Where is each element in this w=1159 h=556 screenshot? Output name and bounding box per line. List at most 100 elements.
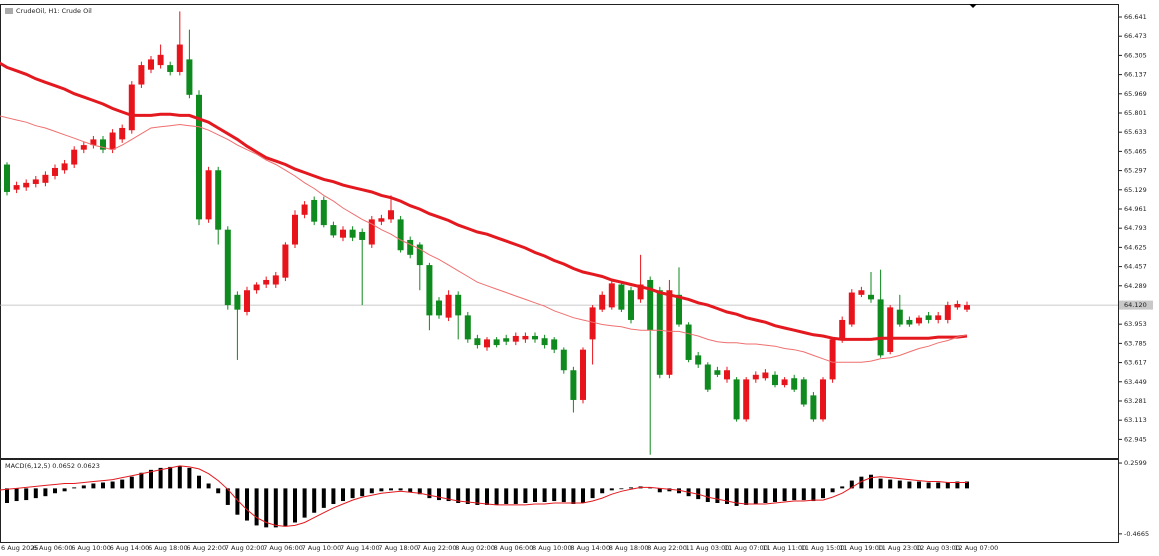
macd-bar xyxy=(456,488,461,503)
macd-bar xyxy=(43,488,48,497)
macd-bar xyxy=(465,488,470,504)
macd-bar xyxy=(725,488,729,504)
macd-bar xyxy=(609,488,614,491)
macd-bar xyxy=(840,486,845,489)
macd-bar xyxy=(792,488,797,501)
macd-bar xyxy=(705,488,710,503)
price-panel xyxy=(0,4,1119,459)
candle-body xyxy=(464,315,471,340)
macd-bar xyxy=(235,488,240,515)
x-tick-label: 6 Aug 14:00 xyxy=(110,544,150,552)
macd-bar xyxy=(360,488,365,497)
x-tick-label: 6 Aug 22:00 xyxy=(186,544,226,552)
y-tick-label: 66.137 xyxy=(1124,71,1147,79)
macd-bar xyxy=(523,488,528,503)
x-tick-label: 8 Aug 14:00 xyxy=(570,544,610,552)
y-tick-label: 64.625 xyxy=(1124,243,1147,251)
macd-bar xyxy=(408,488,413,493)
candle-body xyxy=(954,303,961,308)
symbol-icon xyxy=(5,8,13,14)
signal-line xyxy=(0,465,967,527)
candle-body xyxy=(292,214,298,245)
candle-body xyxy=(80,145,87,150)
macd-bar xyxy=(129,476,134,489)
y-tick-label: 65.801 xyxy=(1124,109,1147,117)
candle-body xyxy=(52,167,58,176)
candle-body xyxy=(388,210,394,220)
y-tick-label: 64.793 xyxy=(1124,224,1147,232)
candle-body xyxy=(224,229,231,306)
candle-body xyxy=(320,199,327,226)
macd-bar xyxy=(283,488,288,527)
candle-body xyxy=(253,284,260,291)
y-tick-label: 65.129 xyxy=(1124,186,1147,194)
candle-body xyxy=(896,309,903,325)
candle-body xyxy=(964,305,970,310)
macd-bar xyxy=(206,483,211,489)
candle-body xyxy=(263,279,270,285)
macd-bar xyxy=(533,488,537,503)
macd-bar xyxy=(216,488,221,494)
candle-body xyxy=(512,335,519,342)
candle-body xyxy=(493,339,500,346)
macd-bar xyxy=(907,481,912,489)
y-tick-label: 63.785 xyxy=(1124,339,1147,347)
candle-body xyxy=(925,315,932,320)
candle-body xyxy=(349,229,356,238)
macd-bar xyxy=(734,488,739,506)
macd-bar xyxy=(350,488,355,499)
macd-bar xyxy=(590,488,595,499)
candle-body xyxy=(436,300,442,316)
macd-bar xyxy=(139,472,144,489)
macd-bar xyxy=(629,487,633,489)
candle-body xyxy=(234,294,241,310)
macd-bar xyxy=(542,488,547,503)
candle-body xyxy=(877,299,884,356)
candle-body xyxy=(90,139,97,146)
macd-bar xyxy=(177,465,182,489)
macd-bar xyxy=(600,488,605,494)
macd-bar xyxy=(427,488,432,499)
candle-body xyxy=(608,283,615,308)
x-tick-label: 8 Aug 02:00 xyxy=(455,544,495,552)
candle-body xyxy=(186,59,193,95)
macd-bar xyxy=(273,488,278,528)
y-tick-label: 65.969 xyxy=(1124,90,1147,98)
x-tick-label: 11 Aug 15:00 xyxy=(801,544,845,552)
candle-body xyxy=(762,372,769,379)
candle-body xyxy=(157,54,164,66)
macd-bar xyxy=(504,488,509,504)
macd-bar xyxy=(475,488,480,505)
macd-bar xyxy=(849,480,854,489)
candle-body xyxy=(647,279,654,331)
macd-bar xyxy=(667,488,672,492)
macd-bar xyxy=(62,488,67,492)
macd-bar xyxy=(715,488,720,503)
candle-body xyxy=(215,170,222,230)
candle-body xyxy=(176,44,183,72)
candle-body xyxy=(781,379,788,386)
candle-body xyxy=(13,185,20,190)
candle-body xyxy=(724,370,730,380)
candle-body xyxy=(368,219,375,245)
candle-body xyxy=(196,94,202,220)
y-tick-label: 63.449 xyxy=(1124,378,1147,386)
candle-body xyxy=(378,218,385,222)
macd-bar xyxy=(187,467,192,489)
moving-average xyxy=(0,115,968,363)
candle-body xyxy=(618,284,625,310)
candle-body xyxy=(42,174,49,183)
current-price-label: 64.120 xyxy=(1124,301,1147,309)
candle-body xyxy=(119,127,126,140)
x-tick-label: 6 Aug 18:00 xyxy=(148,544,188,552)
macd-bar xyxy=(14,488,19,502)
candle-body xyxy=(666,290,673,375)
macd-bar xyxy=(24,488,29,501)
y-tick-label: -0.4665 xyxy=(1124,530,1149,538)
x-tick-label: 7 Aug 06:00 xyxy=(263,544,303,552)
candle-body xyxy=(935,315,942,320)
candle-body xyxy=(484,339,490,348)
macd-bar xyxy=(398,488,403,491)
macd-bar xyxy=(149,469,153,489)
